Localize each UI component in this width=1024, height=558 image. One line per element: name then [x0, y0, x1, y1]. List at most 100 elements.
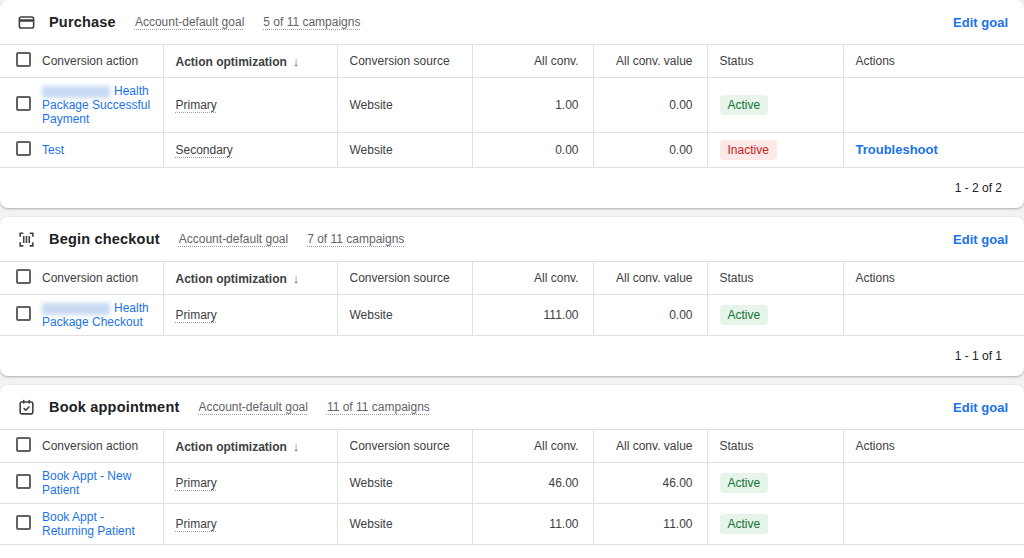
column-header-status[interactable]: Status [707, 45, 843, 78]
column-header-status[interactable]: Status [707, 262, 843, 295]
column-label: Conversion action [42, 439, 138, 453]
barcode-icon [17, 230, 36, 249]
column-header-all-conv-value[interactable]: All conv. value [593, 430, 707, 463]
conversion-action-link[interactable]: Book Appt - Returning Patient [42, 510, 135, 538]
table-header-row: Conversion action Action optimization ↓ C… [0, 430, 1024, 463]
row-select-cell [0, 78, 40, 133]
column-header-action-optimization[interactable]: Action optimization↓ [163, 262, 337, 295]
all-conv-cell: 1.00 [472, 78, 593, 133]
optimization-label[interactable]: Secondary [176, 143, 233, 157]
action-optimization-cell: Primary [163, 295, 337, 336]
all-conv-value-value: 11.00 [663, 517, 692, 531]
goal-type-link[interactable]: Account-default goal [198, 400, 307, 414]
all-conv-value-value: 0.00 [669, 98, 692, 112]
goal-header: Purchase Account-default goal 5 of 11 ca… [0, 0, 1024, 44]
table-body: Health Package Successful Payment Primar… [0, 78, 1024, 168]
column-header-conversion-action[interactable]: Conversion action [40, 430, 163, 463]
campaigns-link[interactable]: 11 of 11 campaigns [327, 400, 430, 414]
campaigns-link[interactable]: 7 of 11 campaigns [307, 232, 404, 246]
status-cell: Active [707, 295, 843, 336]
optimization-label[interactable]: Primary [176, 98, 217, 112]
all-conv-value-value: 0.00 [669, 308, 692, 322]
column-header-all-conv[interactable]: All conv. [472, 262, 593, 295]
select-all-checkbox[interactable] [16, 269, 31, 284]
column-header-conversion-source[interactable]: Conversion source [337, 45, 472, 78]
actions-cell [843, 295, 1024, 336]
all-conv-cell: 46.00 [472, 463, 593, 504]
column-header-all-conv-value[interactable]: All conv. value [593, 262, 707, 295]
optimization-label[interactable]: Primary [176, 476, 217, 490]
column-label: Conversion source [350, 54, 450, 68]
column-header-all-conv-value[interactable]: All conv. value [593, 45, 707, 78]
edit-goal-button[interactable]: Edit goal [953, 232, 1008, 247]
row-select-cell [0, 504, 40, 545]
select-all-checkbox[interactable] [16, 52, 31, 67]
goal-type-link[interactable]: Account-default goal [179, 232, 288, 246]
conversion-action-link[interactable]: Health Package Checkout [42, 301, 149, 329]
all-conv-value: 111.00 [544, 308, 579, 322]
column-header-all-conv[interactable]: All conv. [472, 45, 593, 78]
edit-goal-button[interactable]: Edit goal [953, 15, 1008, 30]
status-cell: Active [707, 504, 843, 545]
table-row: Health Package Checkout Primary Website … [0, 295, 1024, 336]
table-row: Book Appt - Returning Patient Primary We… [0, 504, 1024, 545]
status-badge: Active [720, 514, 769, 534]
row-checkbox[interactable] [16, 96, 31, 111]
column-header-conversion-source[interactable]: Conversion source [337, 430, 472, 463]
column-header-actions[interactable]: Actions [843, 262, 1024, 295]
redacted-text [42, 303, 110, 315]
all-conv-value: 11.00 [549, 517, 578, 531]
all-conv-cell: 111.00 [472, 295, 593, 336]
column-label: Action optimization [176, 440, 287, 454]
column-header-conversion-source[interactable]: Conversion source [337, 262, 472, 295]
column-header-conversion-action[interactable]: Conversion action [40, 262, 163, 295]
column-header-actions[interactable]: Actions [843, 45, 1024, 78]
actions-cell [843, 463, 1024, 504]
conversion-action-link[interactable]: Test [42, 143, 64, 157]
column-header-status[interactable]: Status [707, 430, 843, 463]
table-body: Book Appt - New Patient Primary Website … [0, 463, 1024, 545]
campaigns-link[interactable]: 5 of 11 campaigns [263, 15, 360, 29]
conversion-action-link[interactable]: Book Appt - New Patient [42, 469, 131, 497]
conversion-actions-table: Conversion action Action optimization↓ C… [0, 44, 1024, 168]
status-cell: Active [707, 463, 843, 504]
edit-goal-button[interactable]: Edit goal [953, 400, 1008, 415]
troubleshoot-link[interactable]: Troubleshoot [856, 142, 938, 157]
conversion-source-cell: Website [337, 133, 472, 168]
all-conv-value: 1.00 [555, 98, 578, 112]
conversion-action-cell: Health Package Successful Payment [40, 78, 163, 133]
row-select-cell [0, 133, 40, 168]
table-body: Health Package Checkout Primary Website … [0, 295, 1024, 336]
column-header-conversion-action[interactable]: Conversion action [40, 45, 163, 78]
row-checkbox[interactable] [16, 306, 31, 321]
all-conv-value-value: 0.00 [669, 143, 692, 157]
select-all-checkbox[interactable] [16, 437, 31, 452]
row-checkbox[interactable] [16, 474, 31, 489]
optimization-label[interactable]: Primary [176, 517, 217, 531]
conversion-source: Website [350, 98, 393, 112]
row-checkbox[interactable] [16, 141, 31, 156]
column-header-all-conv[interactable]: All conv. [472, 430, 593, 463]
calendar-check-icon [17, 398, 36, 417]
optimization-label[interactable]: Primary [176, 308, 217, 322]
select-all-cell [0, 45, 40, 78]
column-label: Conversion action [42, 54, 138, 68]
status-badge: Active [720, 95, 769, 115]
column-header-actions[interactable]: Actions [843, 430, 1024, 463]
sort-descending-icon: ↓ [293, 54, 300, 69]
goal-type-link[interactable]: Account-default goal [135, 15, 244, 29]
conversion-action-name: Book Appt - Returning Patient [42, 510, 135, 538]
table-header-row: Conversion action Action optimization↓ C… [0, 45, 1024, 78]
row-checkbox[interactable] [16, 515, 31, 530]
status-badge: Inactive [720, 140, 777, 160]
column-header-action-optimization[interactable]: Action optimization↓ [163, 45, 337, 78]
conversion-source: Website [350, 476, 393, 490]
column-label: Conversion action [42, 271, 138, 285]
conversion-source-cell: Website [337, 504, 472, 545]
goal-header: Book appointment Account-default goal 11… [0, 385, 1024, 429]
conversion-action-link[interactable]: Health Package Successful Payment [42, 84, 150, 126]
goal-icon [16, 229, 36, 249]
column-header-action-optimization[interactable]: Action optimization ↓ [163, 430, 337, 463]
sort-descending-icon: ↓ [293, 439, 300, 454]
all-conv-cell: 11.00 [472, 504, 593, 545]
